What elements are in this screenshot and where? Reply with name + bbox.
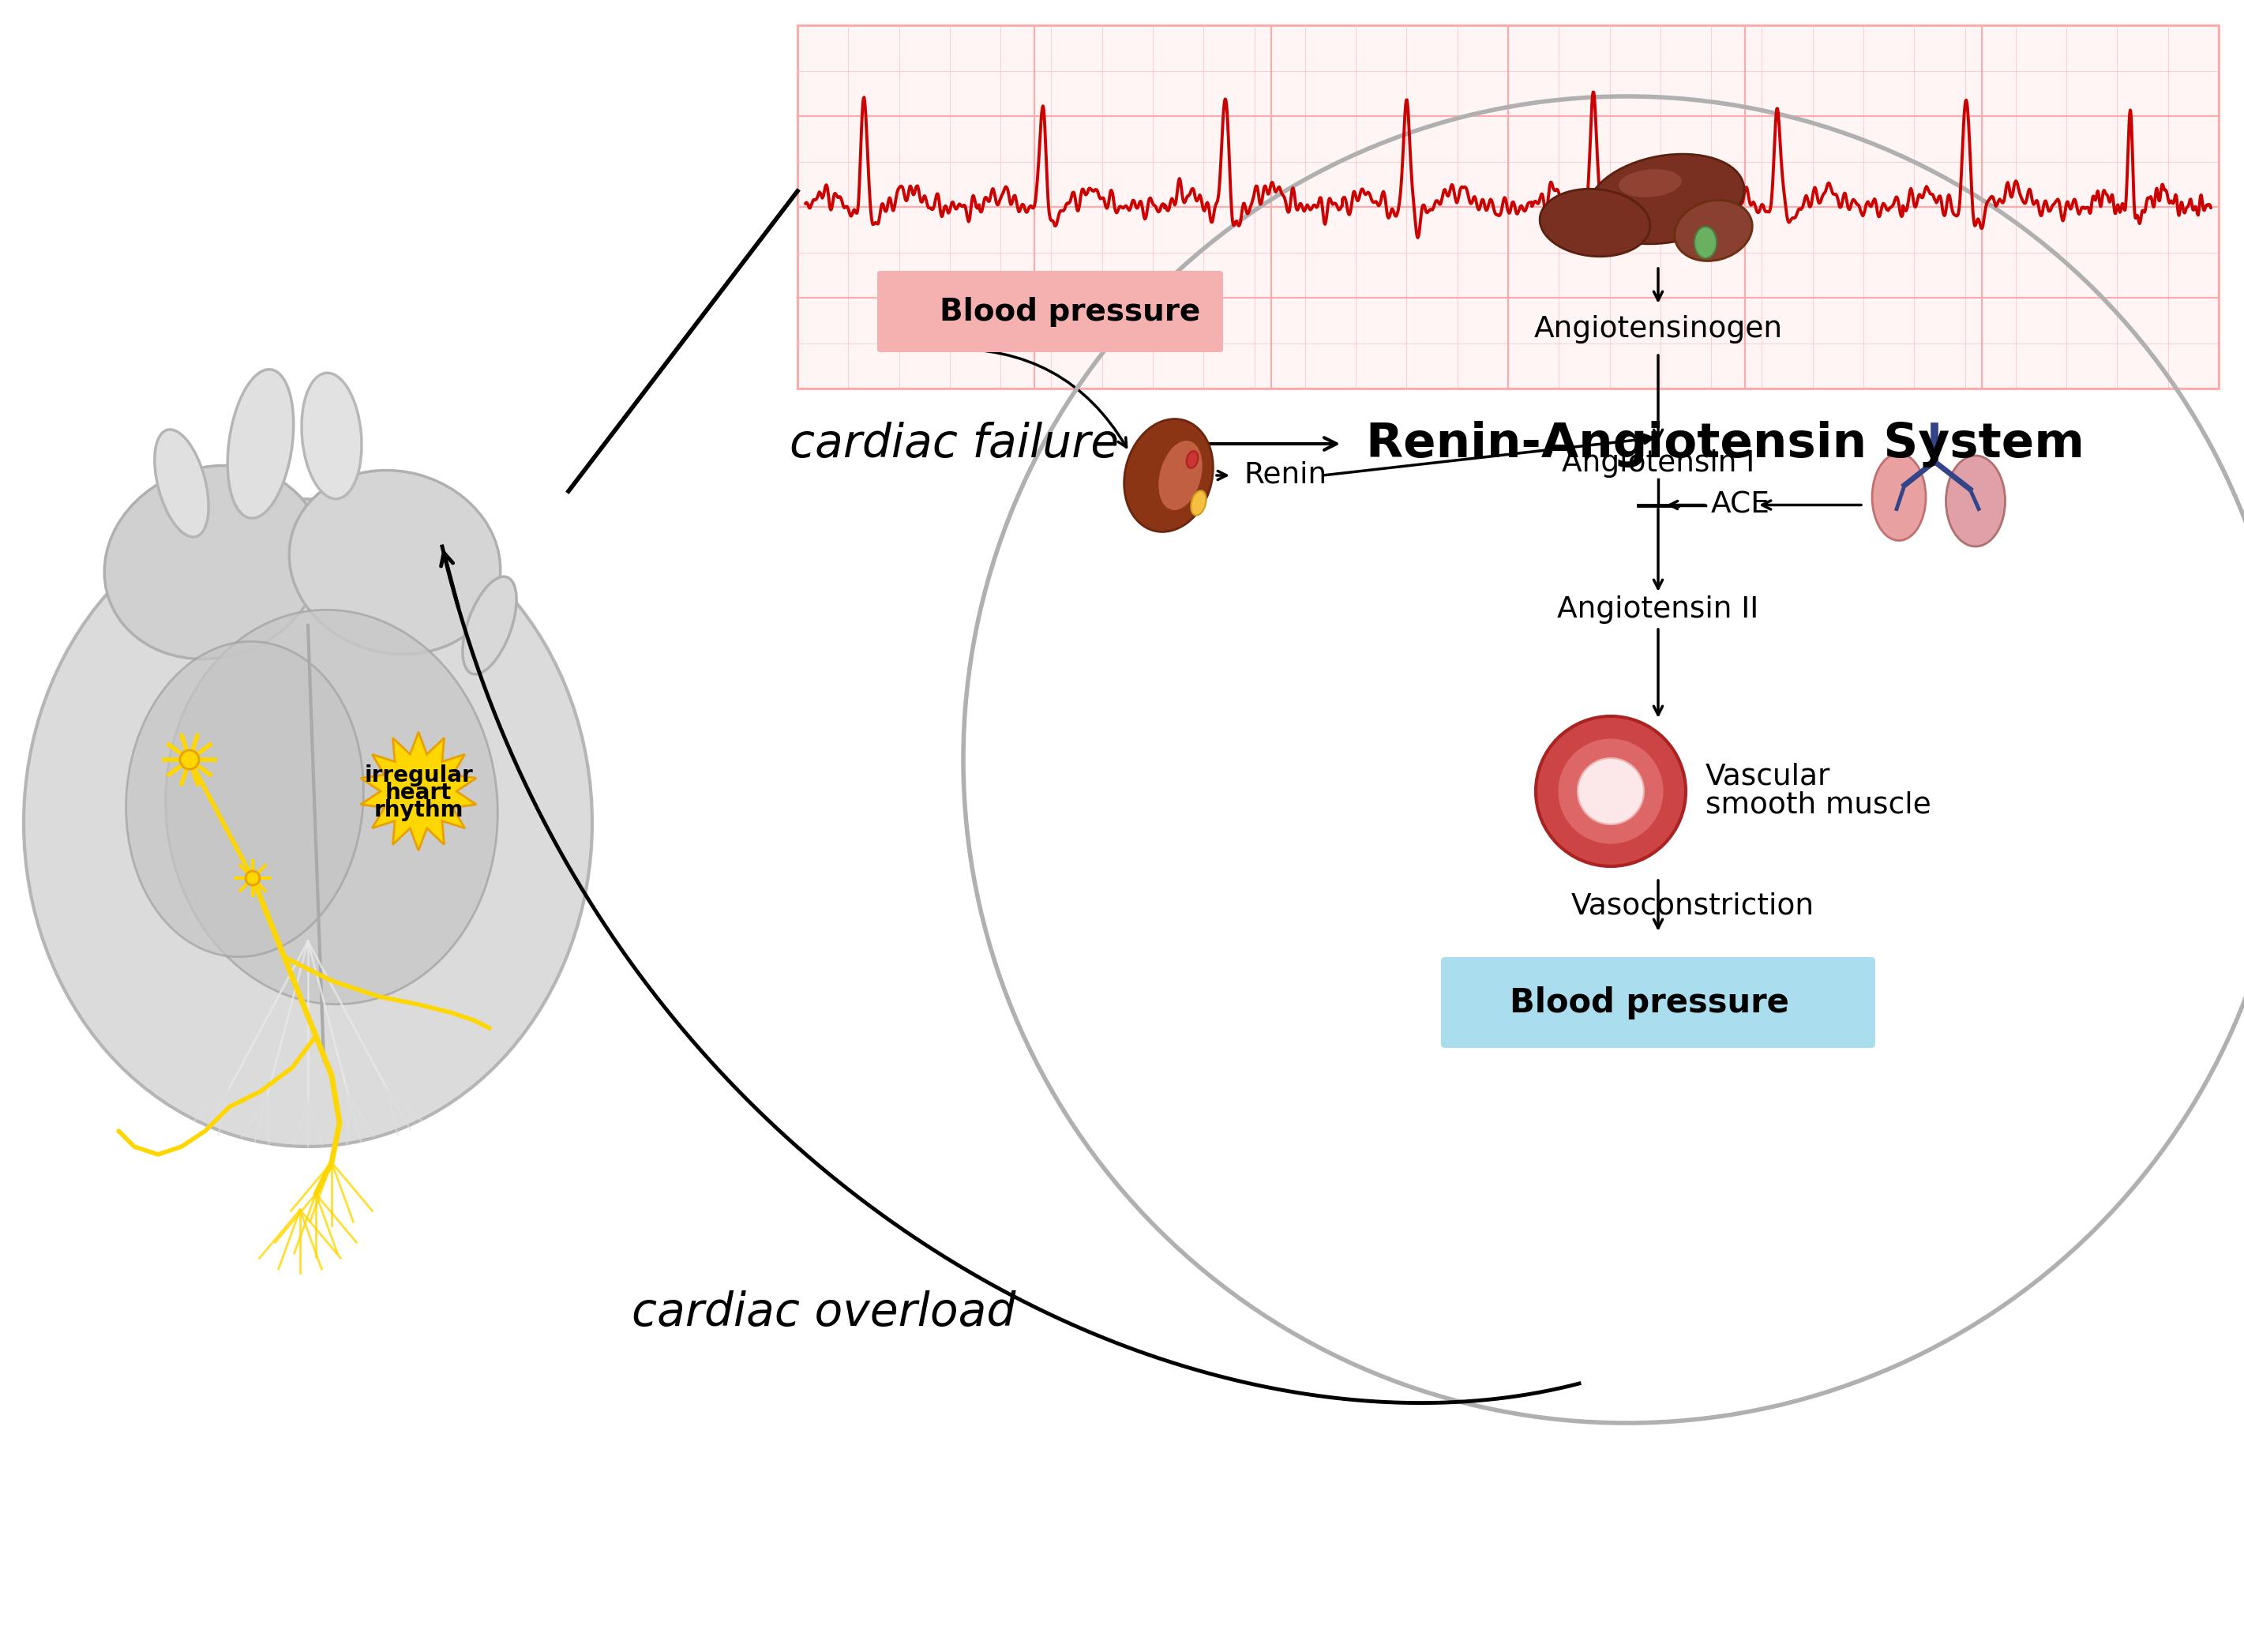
Text: Vascular: Vascular xyxy=(1705,763,1831,791)
Ellipse shape xyxy=(1158,441,1203,510)
Ellipse shape xyxy=(126,641,364,957)
Circle shape xyxy=(180,750,200,770)
Text: Renin: Renin xyxy=(1243,461,1326,489)
Text: Renin-Angiotensin System: Renin-Angiotensin System xyxy=(1367,421,2085,468)
Ellipse shape xyxy=(1192,491,1207,515)
Ellipse shape xyxy=(227,370,294,519)
Text: ACE: ACE xyxy=(1710,491,1771,519)
Circle shape xyxy=(245,871,260,885)
Ellipse shape xyxy=(105,466,321,659)
Ellipse shape xyxy=(1187,451,1198,468)
Ellipse shape xyxy=(301,373,361,499)
Polygon shape xyxy=(361,732,476,851)
Text: Vasoconstriction: Vasoconstriction xyxy=(1571,892,1815,920)
Ellipse shape xyxy=(25,499,592,1146)
Ellipse shape xyxy=(1946,456,2006,547)
Ellipse shape xyxy=(166,610,498,1004)
Text: cardiac overload: cardiac overload xyxy=(631,1290,1017,1335)
FancyBboxPatch shape xyxy=(877,271,1223,352)
Circle shape xyxy=(1578,758,1645,824)
Text: rhythm: rhythm xyxy=(375,800,462,821)
Ellipse shape xyxy=(1618,169,1681,197)
Text: cardiac failure: cardiac failure xyxy=(790,421,1120,466)
Ellipse shape xyxy=(1589,154,1744,244)
Circle shape xyxy=(1535,717,1685,866)
FancyBboxPatch shape xyxy=(1441,957,1876,1047)
Text: Angiotensinogen: Angiotensinogen xyxy=(1533,316,1782,344)
Ellipse shape xyxy=(1674,200,1753,261)
Ellipse shape xyxy=(155,430,209,537)
Ellipse shape xyxy=(289,471,500,654)
Text: irregular: irregular xyxy=(364,765,473,786)
Text: Angiotensin I: Angiotensin I xyxy=(1562,449,1755,477)
Text: smooth muscle: smooth muscle xyxy=(1705,791,1932,819)
Ellipse shape xyxy=(1124,420,1214,532)
Ellipse shape xyxy=(462,577,516,674)
Text: Blood pressure: Blood pressure xyxy=(1510,986,1788,1019)
Text: Blood pressure: Blood pressure xyxy=(940,297,1201,327)
Ellipse shape xyxy=(1694,226,1717,258)
Bar xyxy=(797,25,2219,388)
Ellipse shape xyxy=(1871,454,1925,540)
Text: Angiotensin II: Angiotensin II xyxy=(1557,595,1759,624)
Text: heart: heart xyxy=(386,781,451,805)
Ellipse shape xyxy=(1539,188,1649,256)
Circle shape xyxy=(1557,737,1665,844)
